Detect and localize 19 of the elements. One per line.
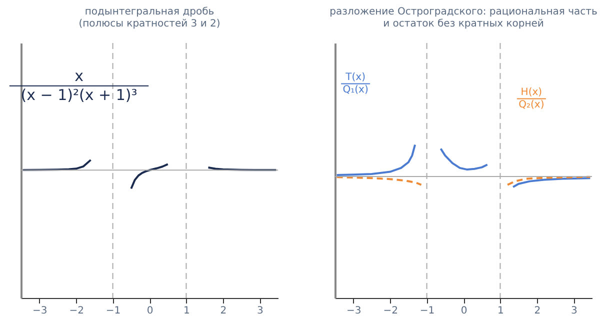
chart-title: разложение Остроградского: рациональная часть и остаток без кратных корней — [330, 6, 598, 30]
x-tick-label: 3 — [570, 306, 578, 316]
x-tick-label: 0 — [146, 306, 154, 316]
text: x (x − 1)²(x + 1)³ — [20, 67, 138, 104]
x-tick-label: −3 — [346, 306, 362, 316]
x-tick-label: −1 — [420, 306, 435, 316]
x-tick-label: −3 — [32, 306, 48, 316]
text: T(x) Q₁(x) — [342, 72, 368, 96]
text: H(x) Q₂(x) — [518, 87, 544, 111]
x-tick-label: 1 — [498, 306, 504, 316]
x-tick-label: 1 — [184, 306, 190, 316]
x-tick-label: 2 — [534, 306, 541, 316]
x-tick-label: 2 — [220, 306, 227, 316]
x-tick-label: −1 — [106, 306, 121, 316]
x-tick-label: −2 — [383, 306, 398, 316]
x-tick-label: 3 — [256, 306, 264, 316]
x-tick-label: −2 — [69, 306, 84, 316]
x-tick-label: 0 — [460, 306, 468, 316]
chart-title: подынтегральная дробь (полюсы кратностей 3 и 2) — [78, 6, 220, 30]
